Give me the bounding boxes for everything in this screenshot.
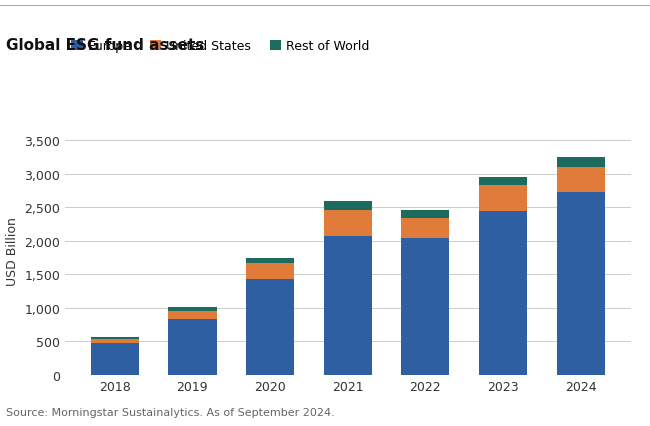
Bar xyxy=(168,311,216,319)
Bar xyxy=(324,210,372,236)
Bar xyxy=(246,263,294,279)
Bar xyxy=(168,307,216,311)
Bar xyxy=(479,211,527,375)
Bar xyxy=(246,258,294,263)
Bar xyxy=(91,339,139,343)
Bar xyxy=(556,167,604,193)
Bar xyxy=(324,202,372,210)
Bar xyxy=(324,236,372,375)
Bar xyxy=(479,186,527,211)
Bar xyxy=(246,279,294,375)
Bar xyxy=(479,177,527,186)
Bar xyxy=(556,193,604,375)
Text: Global ESG fund assets: Global ESG fund assets xyxy=(6,38,205,53)
Y-axis label: USD Billion: USD Billion xyxy=(6,217,19,286)
Bar xyxy=(91,343,139,375)
Bar xyxy=(168,319,216,375)
Bar xyxy=(91,337,139,339)
Bar xyxy=(401,238,450,375)
Bar xyxy=(556,158,604,167)
Legend: Europe, United States, Rest of World: Europe, United States, Rest of World xyxy=(72,40,370,53)
Bar xyxy=(401,211,450,219)
Bar xyxy=(401,219,450,238)
Text: Source: Morningstar Sustainalytics. As of September 2024.: Source: Morningstar Sustainalytics. As o… xyxy=(6,408,335,417)
